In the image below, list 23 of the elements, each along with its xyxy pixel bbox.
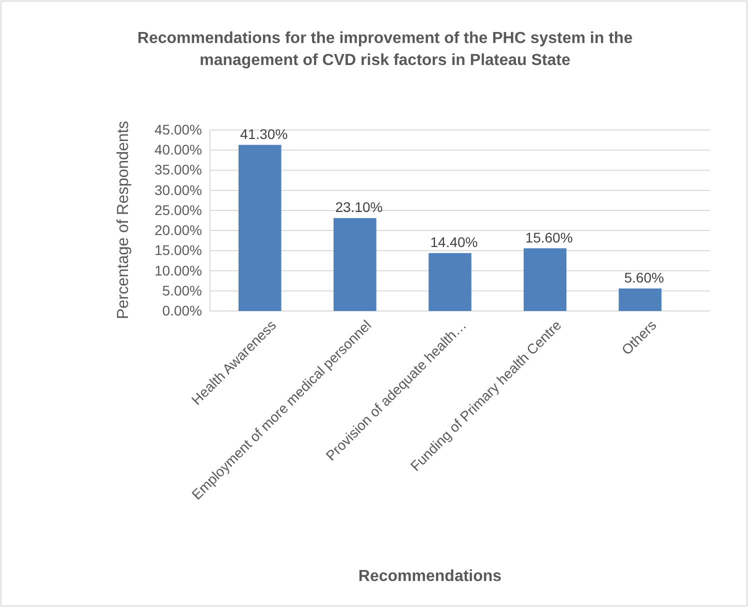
data-label: 15.60% xyxy=(525,229,573,246)
y-tick-label: 0.00% xyxy=(162,302,202,318)
y-tick-label: 15.00% xyxy=(154,242,202,258)
y-tick-label: 20.00% xyxy=(154,222,202,238)
y-tick-label: 5.00% xyxy=(162,282,202,298)
data-label: 5.60% xyxy=(624,269,664,286)
y-tick-label: 30.00% xyxy=(154,182,202,198)
y-tick-label: 40.00% xyxy=(154,142,202,158)
y-tick-label: 25.00% xyxy=(154,202,202,218)
y-axis-title: Percentage of Respondents xyxy=(115,120,132,320)
x-axis-title: Recommendations xyxy=(358,568,502,585)
data-label: 23.10% xyxy=(335,199,383,216)
bar xyxy=(238,144,282,311)
bar xyxy=(524,248,566,311)
bar xyxy=(334,218,376,311)
bar xyxy=(428,253,472,311)
y-tick-label: 35.00% xyxy=(154,162,202,178)
y-tick-label: 10.00% xyxy=(154,262,202,278)
data-label: 41.30% xyxy=(240,126,288,142)
chart-title: Recommendations for the improvement of the PHC system in the management of CVD risk factors in Plateau State xyxy=(137,30,633,69)
y-tick-label: 45.00% xyxy=(154,121,202,138)
data-label: 14.40% xyxy=(430,234,478,250)
bar xyxy=(618,288,662,311)
